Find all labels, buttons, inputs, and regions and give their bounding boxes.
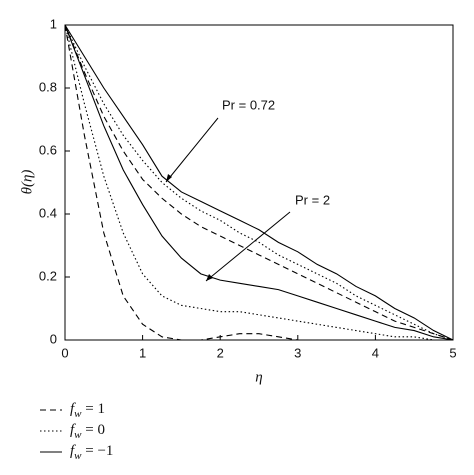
x-tick-label: 1: [139, 345, 146, 360]
y-tick-label: 1: [50, 16, 57, 31]
x-tick-label: 3: [294, 345, 301, 360]
x-tick-label: 4: [372, 345, 379, 360]
legend-label: fw = −1: [70, 443, 113, 461]
line-series: [64, 24, 454, 341]
line-series: [64, 24, 454, 341]
y-tick-label: 0.8: [39, 79, 57, 94]
line-series: [64, 24, 454, 341]
arrow-head: [206, 274, 213, 281]
plot-frame: [64, 24, 454, 341]
legend-label: fw = 0: [70, 422, 105, 440]
y-tick-label: 0: [50, 331, 57, 346]
annotation-arrow: [205, 211, 291, 282]
line-series: [64, 24, 453, 341]
y-tick-label: 0.6: [39, 142, 57, 157]
x-tick-label: 0: [61, 345, 68, 360]
line-series: [64, 24, 454, 341]
y-tick-label: 0.2: [39, 268, 57, 283]
legend-label: fw = 1: [70, 401, 105, 419]
y-tick-label: 0.4: [39, 205, 57, 220]
line-series: [64, 24, 453, 341]
annotation-arrow: [165, 117, 219, 183]
annotation: Pr = 2: [295, 192, 330, 207]
x-tick-label: 5: [449, 345, 456, 360]
annotation: Pr = 0.72: [222, 97, 275, 112]
x-tick-label: 2: [217, 345, 224, 360]
y-axis-label: θ(η): [19, 170, 35, 195]
x-axis-label: η: [255, 369, 262, 385]
